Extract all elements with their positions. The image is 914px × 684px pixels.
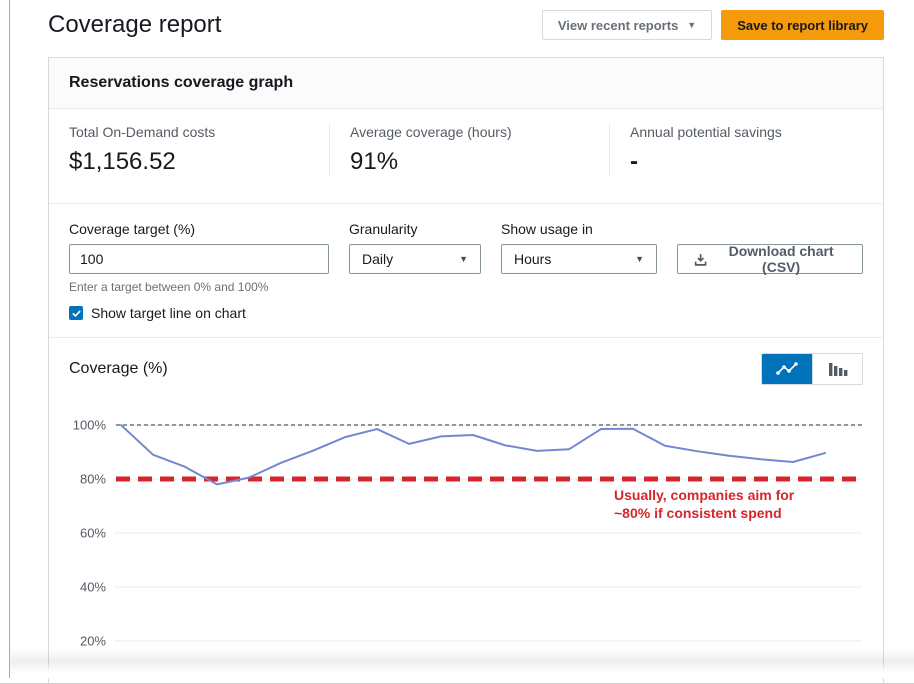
line-chart-icon xyxy=(776,362,798,376)
stats-row: Total On-Demand costs $1,156.52 Average … xyxy=(49,109,883,204)
svg-text:100%: 100% xyxy=(73,418,107,433)
chart-title: Coverage (%) xyxy=(69,360,168,378)
stat-label: Average coverage (hours) xyxy=(350,123,589,141)
chart-type-toggle-group xyxy=(761,353,863,385)
granularity-selected-value: Daily xyxy=(362,251,393,267)
svg-text:80%: 80% xyxy=(80,472,106,487)
coverage-target-field-group: Coverage target (%) Enter a target betwe… xyxy=(69,220,329,321)
view-recent-reports-button[interactable]: View recent reports ▼ xyxy=(542,10,712,40)
coverage-target-input[interactable] xyxy=(69,244,329,274)
stat-label: Total On-Demand costs xyxy=(69,123,309,141)
bar-chart-icon xyxy=(828,362,848,376)
show-target-line-checkbox[interactable] xyxy=(69,306,83,320)
check-icon xyxy=(71,308,82,319)
granularity-label: Granularity xyxy=(349,220,481,238)
stat-annual-potential-savings: Annual potential savings - xyxy=(609,123,883,177)
show-usage-field-group: Show usage in Hours ▼ xyxy=(501,220,657,274)
save-to-report-library-button[interactable]: Save to report library xyxy=(721,10,884,40)
show-usage-select[interactable]: Hours ▼ xyxy=(501,244,657,274)
chevron-down-icon: ▼ xyxy=(635,254,644,264)
chevron-down-icon: ▼ xyxy=(459,254,468,264)
coverage-target-label: Coverage target (%) xyxy=(69,220,329,238)
stat-value: 91% xyxy=(350,147,589,177)
download-button-label: Download chart (CSV) xyxy=(716,243,846,275)
show-target-line-label[interactable]: Show target line on chart xyxy=(91,305,246,321)
svg-text:40%: 40% xyxy=(80,580,106,595)
coverage-target-helper-text: Enter a target between 0% and 100% xyxy=(69,280,329,295)
stat-total-on-demand-costs: Total On-Demand costs $1,156.52 xyxy=(49,123,329,177)
granularity-field-group: Granularity Daily ▼ xyxy=(349,220,481,274)
chart-header: Coverage (%) xyxy=(49,354,883,384)
line-chart-toggle-button[interactable] xyxy=(762,354,812,384)
save-button-label: Save to report library xyxy=(737,18,868,33)
controls-row: Coverage target (%) Enter a target betwe… xyxy=(49,204,883,338)
page: Coverage report View recent reports ▼ Sa… xyxy=(10,0,914,684)
show-target-line-checkbox-row[interactable]: Show target line on chart xyxy=(69,305,329,321)
chart-area: 100% 80% 60% 40% 20% Usually, companies aim … xyxy=(49,394,883,684)
chart-annotation-line: ~80% if consistent spend xyxy=(614,504,834,522)
page-title: Coverage report xyxy=(48,11,221,39)
stat-value: $1,156.52 xyxy=(69,147,309,177)
panel-header: Reservations coverage graph xyxy=(49,58,883,109)
chart-section: Coverage (%) xyxy=(49,338,883,684)
view-recent-reports-label: View recent reports xyxy=(558,18,678,33)
show-usage-label: Show usage in xyxy=(501,220,657,238)
svg-text:60%: 60% xyxy=(80,526,106,541)
stat-label: Annual potential savings xyxy=(630,123,863,141)
svg-text:20%: 20% xyxy=(80,634,106,649)
screen: Coverage report View recent reports ▼ Sa… xyxy=(0,0,914,684)
bar-chart-toggle-button[interactable] xyxy=(812,354,862,384)
chevron-down-icon: ▼ xyxy=(687,20,696,30)
download-icon xyxy=(694,252,707,267)
stat-value: - xyxy=(630,147,863,177)
coverage-chart[interactable]: 100% 80% 60% 40% 20% xyxy=(49,394,886,684)
show-usage-selected-value: Hours xyxy=(514,251,551,267)
download-chart-csv-button[interactable]: Download chart (CSV) xyxy=(677,244,863,274)
chart-annotation-line: Usually, companies aim for xyxy=(614,486,834,504)
panel-title: Reservations coverage graph xyxy=(69,74,863,92)
reservations-coverage-panel: Reservations coverage graph Total On-Dem… xyxy=(48,57,884,684)
page-header: Coverage report View recent reports ▼ Sa… xyxy=(48,8,884,42)
stat-average-coverage: Average coverage (hours) 91% xyxy=(329,123,609,177)
chart-annotation: Usually, companies aim for ~80% if consi… xyxy=(614,486,834,522)
header-actions: View recent reports ▼ Save to report lib… xyxy=(542,10,884,40)
granularity-select[interactable]: Daily ▼ xyxy=(349,244,481,274)
